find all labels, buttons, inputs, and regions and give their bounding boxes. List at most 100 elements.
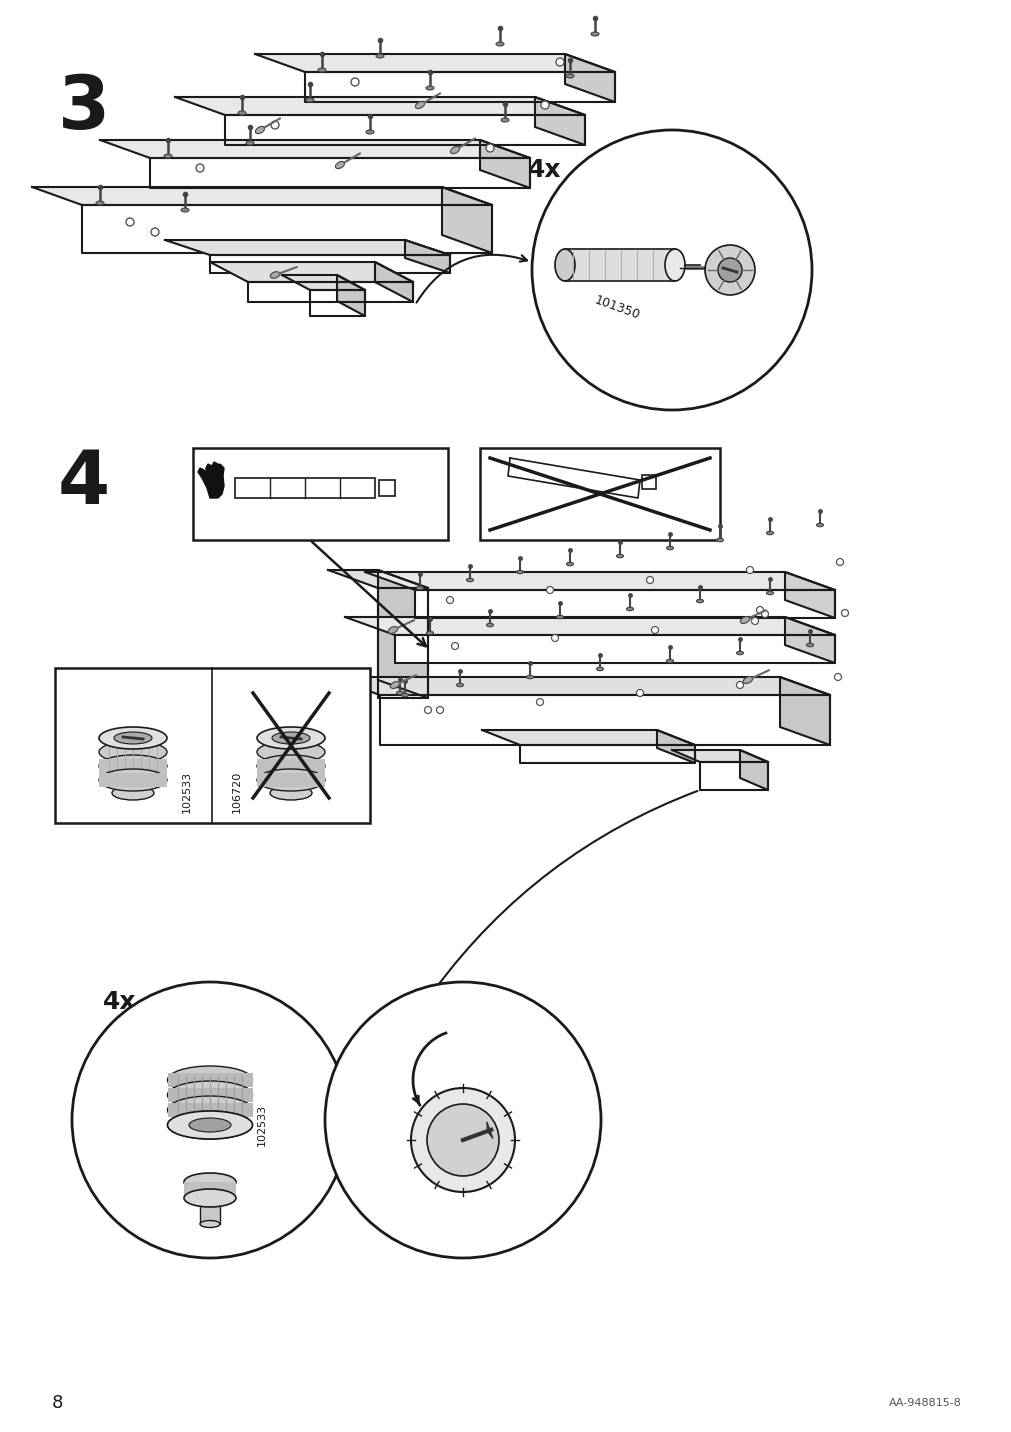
Ellipse shape bbox=[716, 538, 723, 541]
Ellipse shape bbox=[270, 786, 311, 800]
Text: 106720: 106720 bbox=[232, 770, 242, 813]
Circle shape bbox=[651, 627, 658, 633]
Circle shape bbox=[541, 102, 548, 109]
Circle shape bbox=[271, 120, 279, 129]
Polygon shape bbox=[671, 750, 767, 762]
Ellipse shape bbox=[388, 627, 397, 633]
Polygon shape bbox=[198, 463, 223, 498]
Polygon shape bbox=[394, 634, 834, 663]
Ellipse shape bbox=[189, 1118, 231, 1133]
Polygon shape bbox=[415, 590, 834, 619]
Ellipse shape bbox=[666, 546, 673, 550]
Polygon shape bbox=[150, 158, 530, 188]
Ellipse shape bbox=[456, 683, 463, 687]
Ellipse shape bbox=[238, 112, 246, 115]
Ellipse shape bbox=[317, 67, 326, 72]
Ellipse shape bbox=[565, 74, 573, 77]
Circle shape bbox=[536, 699, 543, 706]
Bar bbox=[168, 1073, 253, 1087]
Ellipse shape bbox=[112, 786, 154, 800]
Text: 4x: 4x bbox=[528, 158, 561, 182]
Circle shape bbox=[126, 218, 133, 226]
Circle shape bbox=[836, 558, 842, 566]
Ellipse shape bbox=[426, 632, 433, 634]
Polygon shape bbox=[379, 695, 829, 745]
Circle shape bbox=[834, 673, 841, 680]
Polygon shape bbox=[32, 188, 491, 205]
Circle shape bbox=[705, 245, 754, 295]
Text: 101350: 101350 bbox=[591, 294, 641, 322]
Polygon shape bbox=[508, 458, 639, 498]
Ellipse shape bbox=[168, 1111, 253, 1138]
Bar bbox=[200, 1204, 219, 1224]
FancyArrowPatch shape bbox=[311, 541, 426, 646]
Polygon shape bbox=[248, 282, 412, 302]
Bar bbox=[641, 475, 655, 488]
Polygon shape bbox=[309, 291, 365, 316]
Polygon shape bbox=[165, 241, 450, 255]
Ellipse shape bbox=[390, 682, 399, 689]
Bar bbox=[564, 249, 674, 281]
Bar bbox=[257, 773, 325, 788]
Ellipse shape bbox=[486, 623, 493, 627]
Ellipse shape bbox=[417, 586, 423, 590]
Circle shape bbox=[427, 1104, 498, 1176]
Circle shape bbox=[546, 587, 553, 593]
Ellipse shape bbox=[114, 732, 152, 745]
Bar bbox=[99, 759, 167, 773]
Ellipse shape bbox=[168, 1081, 253, 1108]
Text: 102533: 102533 bbox=[182, 770, 192, 813]
Bar bbox=[168, 1088, 253, 1103]
Polygon shape bbox=[330, 677, 829, 695]
Polygon shape bbox=[210, 262, 412, 282]
Circle shape bbox=[446, 597, 453, 603]
Ellipse shape bbox=[500, 117, 509, 122]
Circle shape bbox=[325, 982, 601, 1257]
Text: 4x: 4x bbox=[103, 990, 136, 1014]
Ellipse shape bbox=[376, 54, 383, 59]
Text: 102533: 102533 bbox=[257, 1104, 267, 1146]
Ellipse shape bbox=[246, 140, 254, 145]
Polygon shape bbox=[700, 762, 767, 790]
FancyArrowPatch shape bbox=[417, 255, 527, 302]
Ellipse shape bbox=[255, 126, 264, 133]
Text: AA-948815-8: AA-948815-8 bbox=[889, 1398, 961, 1408]
Polygon shape bbox=[479, 140, 530, 188]
Circle shape bbox=[555, 59, 563, 66]
Ellipse shape bbox=[257, 727, 325, 749]
Ellipse shape bbox=[366, 130, 374, 135]
Polygon shape bbox=[100, 140, 530, 158]
Circle shape bbox=[646, 577, 653, 583]
Ellipse shape bbox=[168, 1095, 253, 1124]
Polygon shape bbox=[365, 571, 834, 590]
Polygon shape bbox=[345, 617, 834, 634]
Circle shape bbox=[736, 682, 743, 689]
Ellipse shape bbox=[168, 1065, 253, 1094]
Ellipse shape bbox=[736, 652, 743, 654]
Polygon shape bbox=[255, 54, 615, 72]
Ellipse shape bbox=[272, 732, 309, 745]
Polygon shape bbox=[564, 54, 615, 102]
Circle shape bbox=[196, 165, 204, 172]
Circle shape bbox=[551, 634, 558, 642]
Bar bbox=[379, 480, 394, 495]
Circle shape bbox=[424, 706, 431, 713]
Polygon shape bbox=[328, 570, 428, 589]
Circle shape bbox=[72, 982, 348, 1257]
Ellipse shape bbox=[181, 208, 189, 212]
Circle shape bbox=[485, 145, 493, 152]
Ellipse shape bbox=[426, 86, 434, 90]
Ellipse shape bbox=[99, 740, 167, 763]
Text: 3: 3 bbox=[58, 72, 110, 145]
Polygon shape bbox=[785, 617, 834, 663]
Polygon shape bbox=[282, 275, 365, 291]
Polygon shape bbox=[375, 262, 412, 302]
Polygon shape bbox=[481, 730, 695, 745]
Ellipse shape bbox=[556, 616, 563, 619]
Circle shape bbox=[451, 643, 458, 650]
Bar bbox=[257, 759, 325, 773]
Ellipse shape bbox=[526, 676, 533, 679]
Ellipse shape bbox=[164, 155, 172, 158]
Text: 4: 4 bbox=[58, 447, 110, 520]
Ellipse shape bbox=[595, 667, 603, 670]
